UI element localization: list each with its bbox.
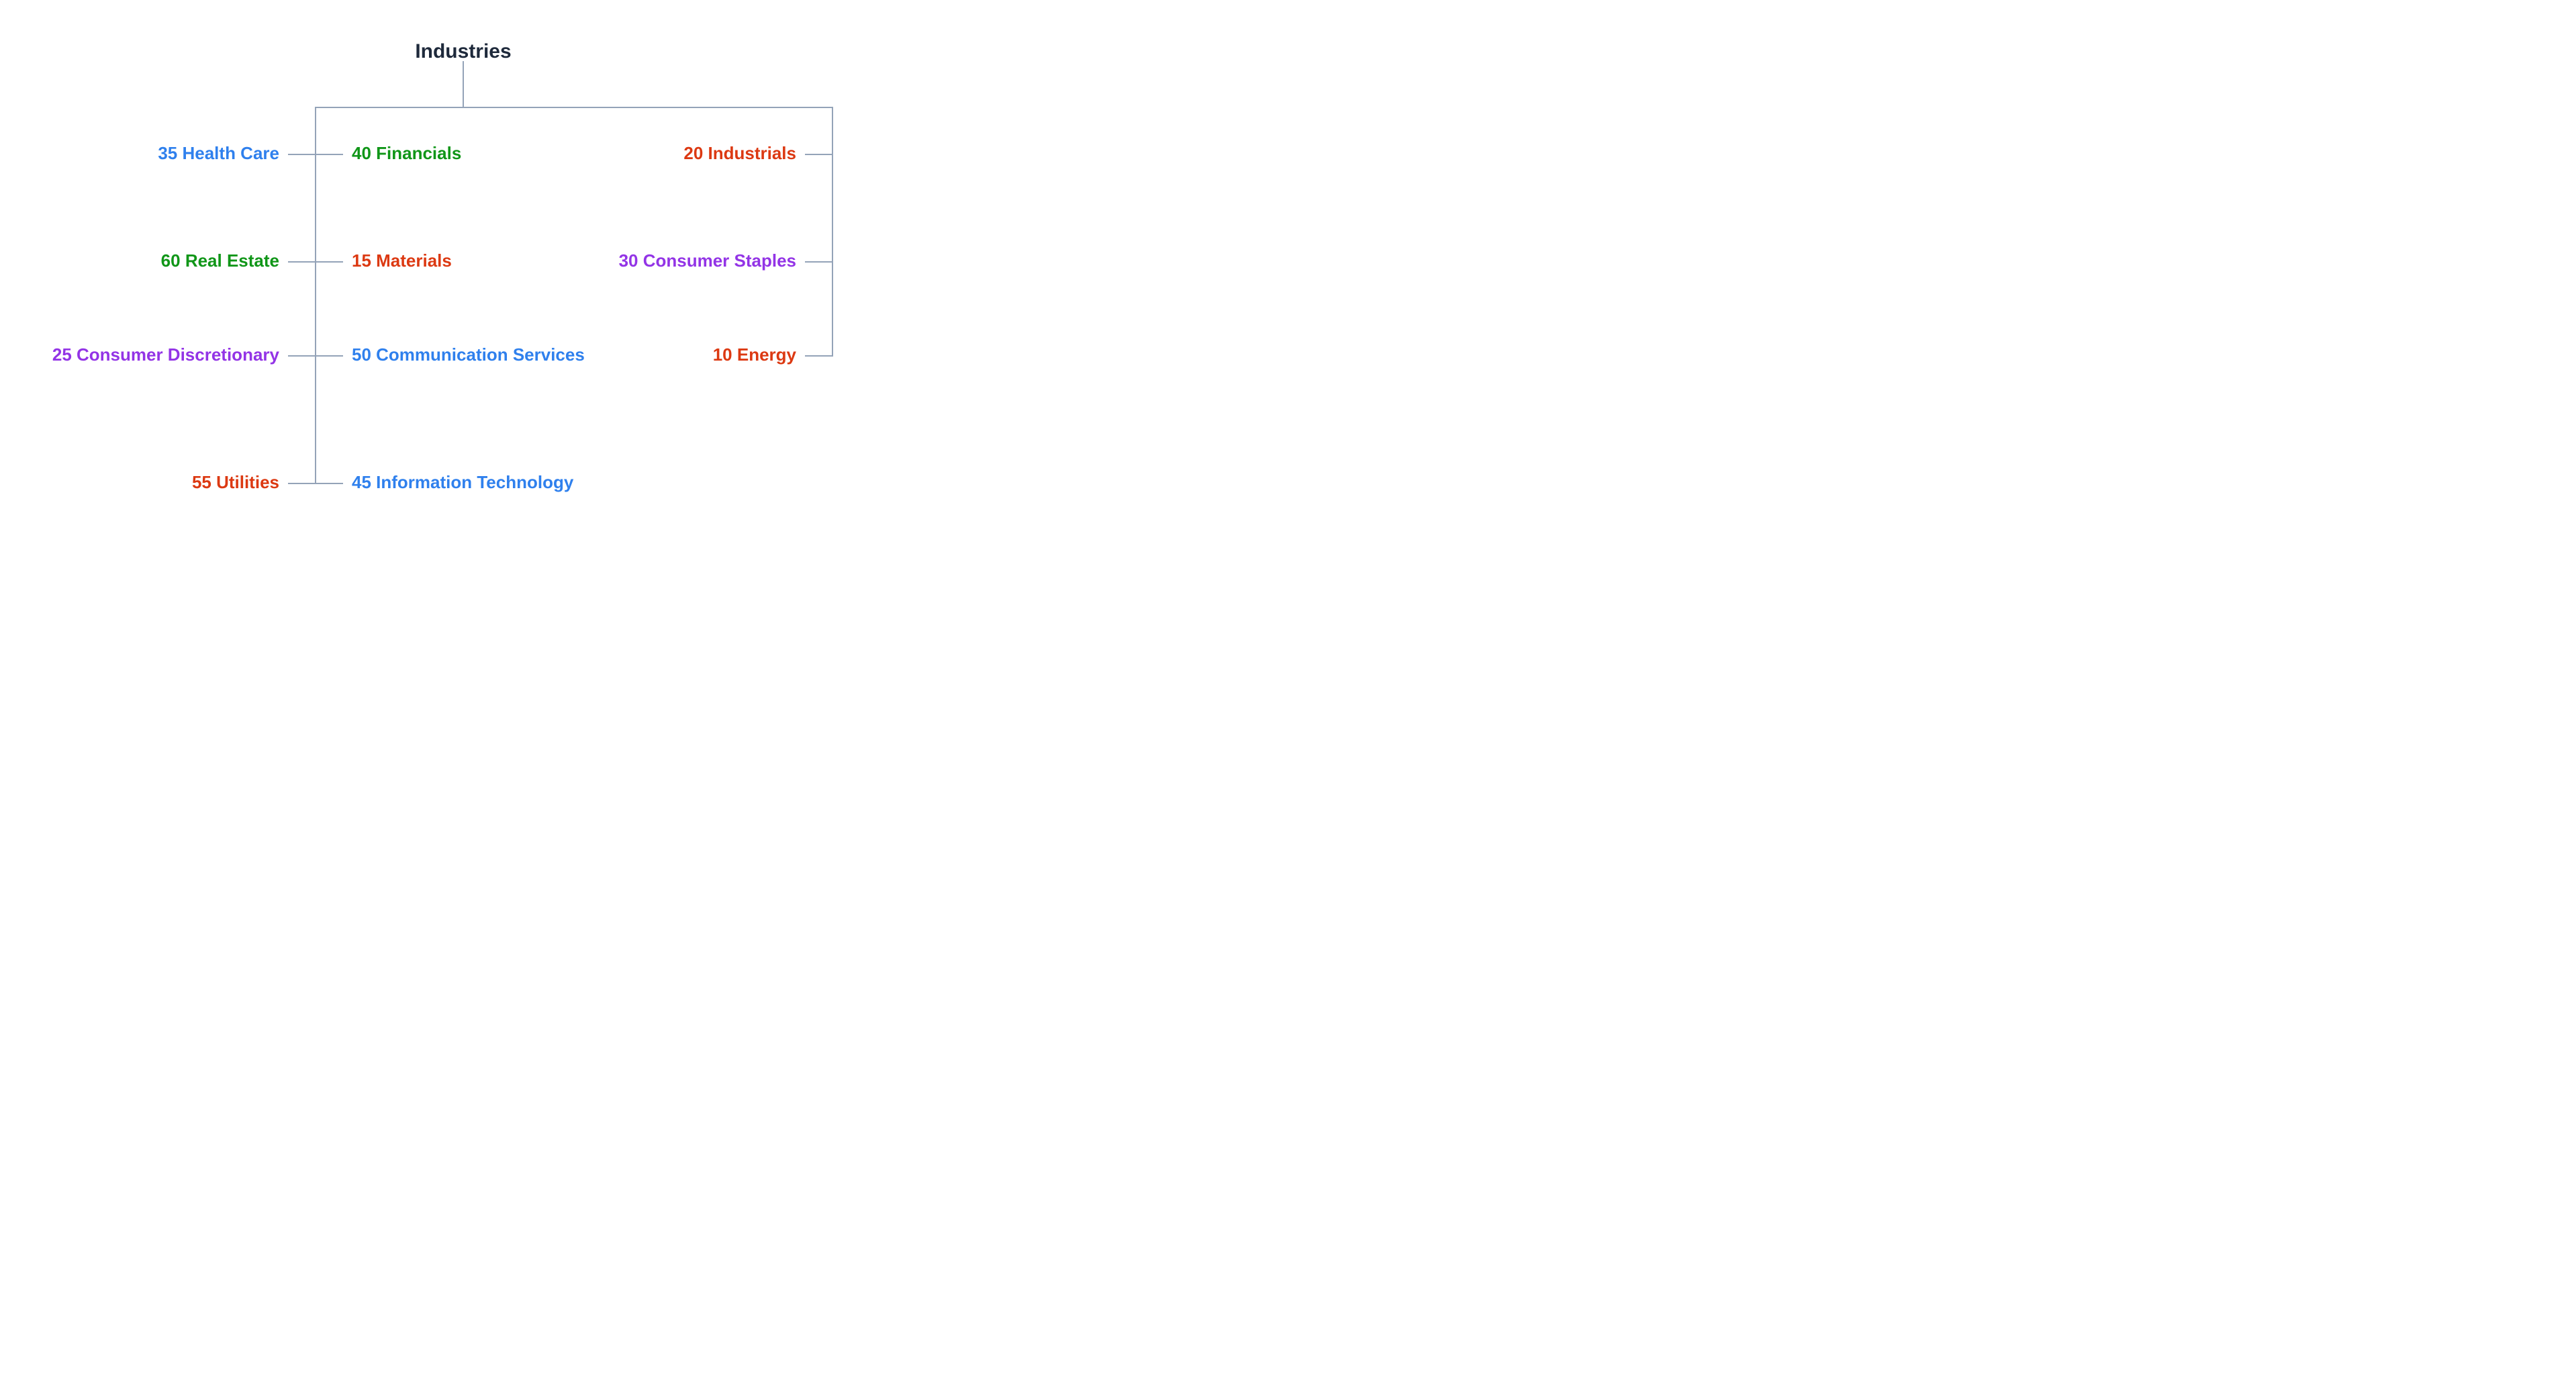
node-materials: 15 Materials	[352, 250, 452, 271]
node-financials: 40 Financials	[352, 143, 461, 163]
industries-tree-diagram: Industries 35 Health Care 40 Financials 20 …	[0, 0, 1015, 548]
node-energy: 10 Energy	[713, 344, 797, 365]
node-real-estate: 60 Real Estate	[161, 250, 279, 271]
node-utilities: 55 Utilities	[192, 472, 279, 492]
node-consumer-staples: 30 Consumer Staples	[619, 250, 796, 271]
node-health-care: 35 Health Care	[158, 143, 279, 163]
node-information-technology: 45 Information Technology	[352, 472, 574, 492]
root-label: Industries	[415, 40, 511, 62]
node-industrials: 20 Industrials	[683, 143, 796, 163]
node-consumer-discretionary: 25 Consumer Discretionary	[52, 344, 280, 365]
node-communication-services: 50 Communication Services	[352, 344, 585, 365]
